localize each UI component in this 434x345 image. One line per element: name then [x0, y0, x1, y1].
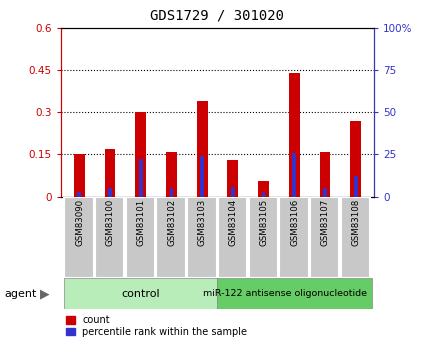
Bar [288, 73, 299, 197]
Text: ▶: ▶ [40, 287, 49, 300]
Text: agent: agent [4, 289, 36, 298]
Bar [95, 197, 124, 278]
Bar [64, 278, 217, 309]
Bar [108, 188, 112, 197]
Bar [74, 155, 85, 197]
Bar [353, 176, 357, 197]
Bar [196, 101, 207, 197]
Text: GSM83101: GSM83101 [136, 199, 145, 246]
Bar [125, 197, 155, 278]
Bar [279, 197, 308, 278]
Bar [309, 197, 339, 278]
Bar [169, 188, 173, 197]
Bar [319, 151, 329, 197]
Bar [230, 187, 234, 197]
Text: GSM83104: GSM83104 [228, 199, 237, 246]
Bar [135, 112, 146, 197]
Bar [322, 188, 326, 197]
Bar [217, 278, 371, 309]
Bar [261, 191, 265, 197]
Bar [166, 151, 176, 197]
Text: control: control [121, 289, 160, 298]
Bar [200, 156, 204, 197]
Bar [340, 197, 369, 278]
Text: GSM83102: GSM83102 [167, 199, 176, 246]
Bar [349, 120, 360, 197]
Bar [187, 197, 216, 278]
Text: GSM83090: GSM83090 [75, 199, 84, 246]
Bar [227, 160, 238, 197]
Bar [64, 197, 94, 278]
Text: GSM83106: GSM83106 [289, 199, 299, 246]
Bar [105, 149, 115, 197]
Text: GSM83100: GSM83100 [105, 199, 115, 246]
Bar [217, 197, 247, 278]
Text: GSM83103: GSM83103 [197, 199, 207, 246]
Text: GDS1729 / 301020: GDS1729 / 301020 [150, 9, 284, 23]
Legend: count, percentile rank within the sample: count, percentile rank within the sample [66, 315, 247, 337]
Bar [77, 191, 81, 197]
Bar [248, 197, 277, 278]
Bar [156, 197, 185, 278]
Text: miR-122 antisense oligonucleotide: miR-122 antisense oligonucleotide [203, 289, 366, 298]
Bar [258, 181, 268, 197]
Text: GSM83108: GSM83108 [351, 199, 360, 246]
Bar [138, 159, 142, 197]
Bar [292, 153, 296, 197]
Text: GSM83107: GSM83107 [320, 199, 329, 246]
Text: GSM83105: GSM83105 [259, 199, 268, 246]
